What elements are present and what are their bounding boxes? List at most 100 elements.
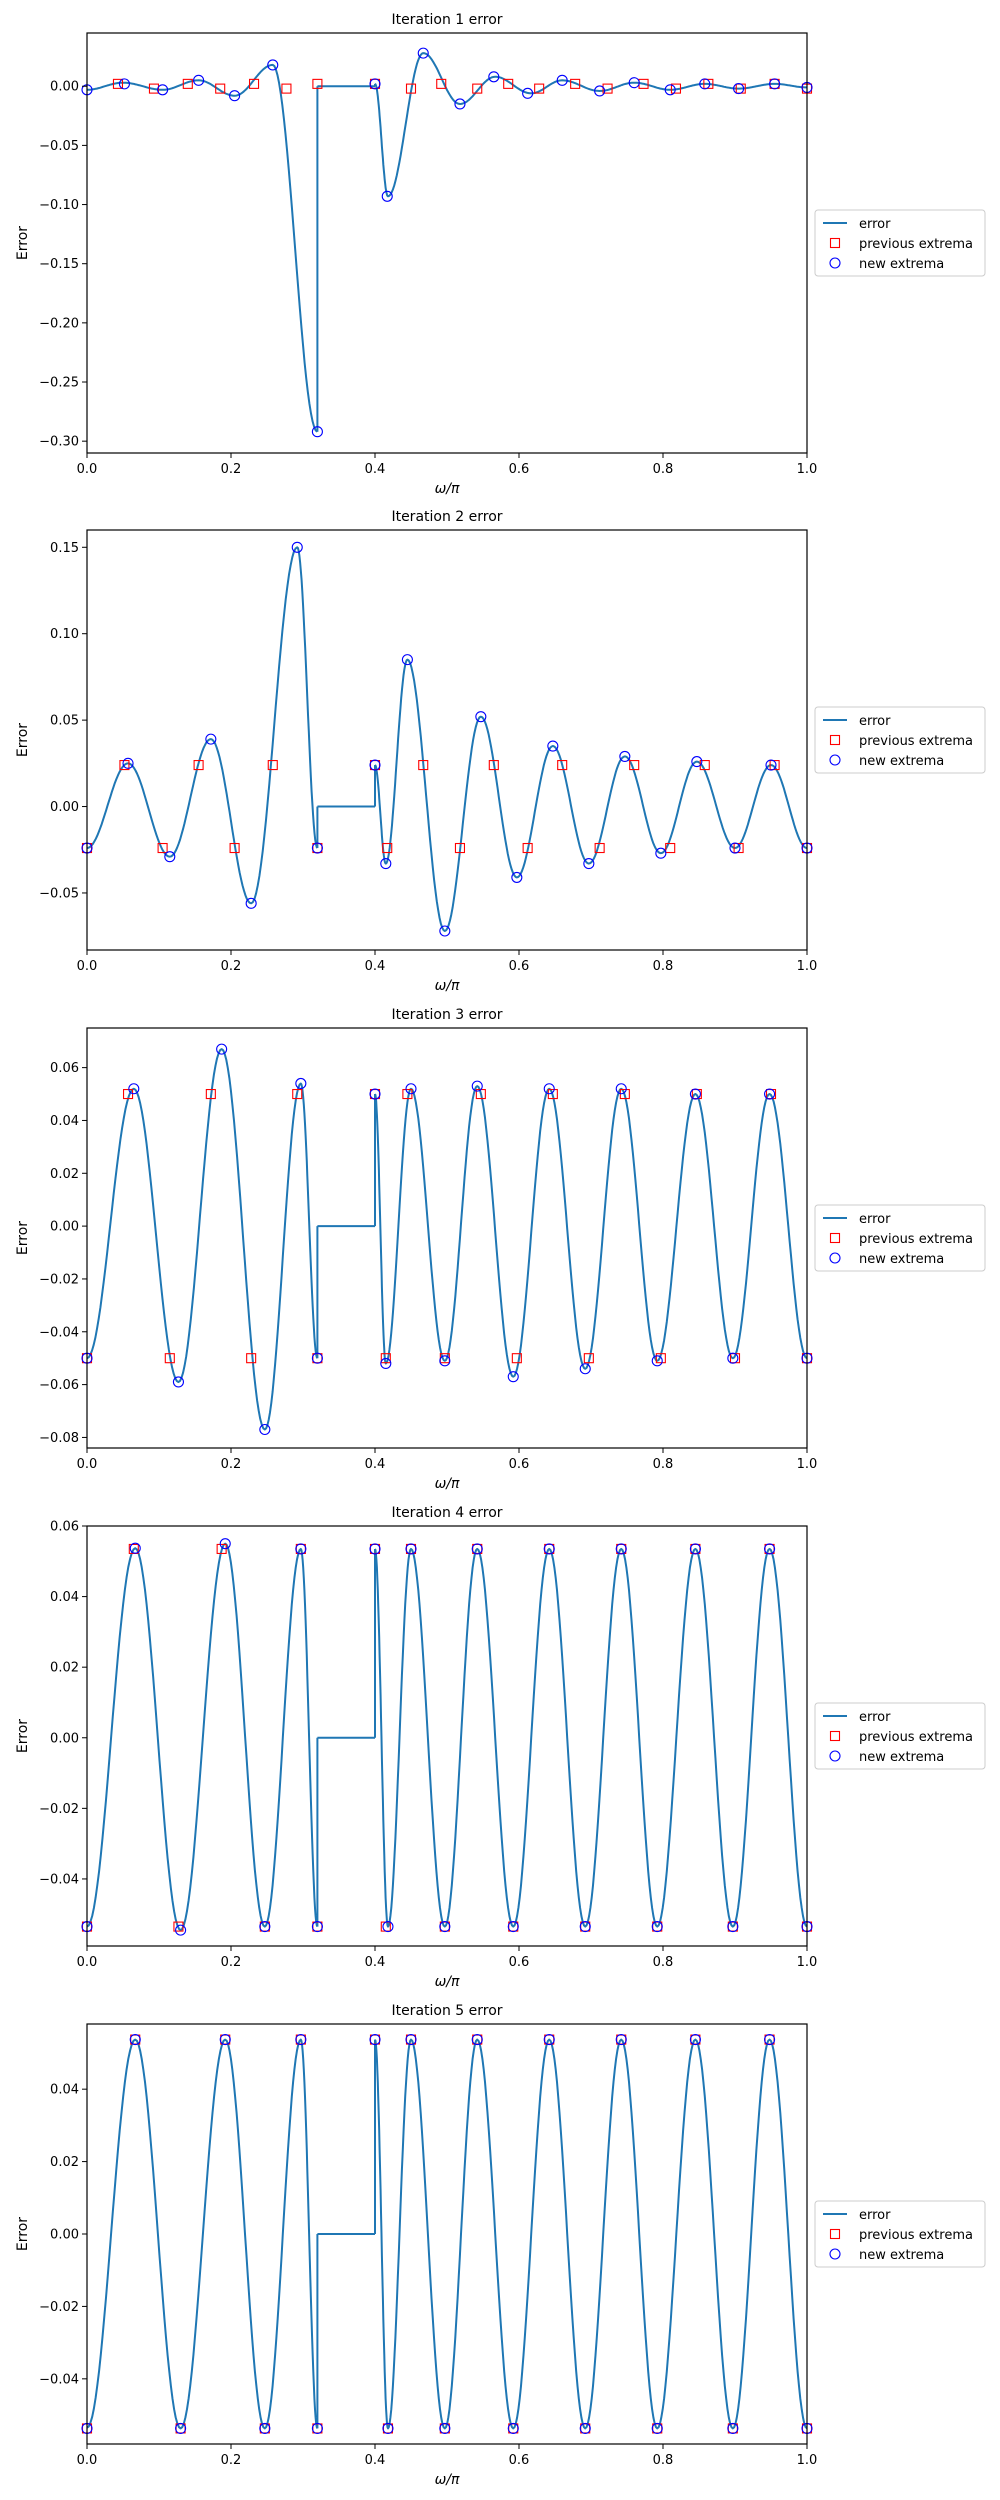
y-tick-label: −0.04 <box>39 1325 79 1340</box>
x-tick-label: 1.0 <box>797 462 818 477</box>
new-extrema-point <box>128 1083 140 1095</box>
new-extrema-point <box>764 1088 776 1100</box>
legend-new-swatch <box>829 257 841 269</box>
previous-extrema-point <box>380 1353 391 1364</box>
plot-frame <box>86 529 808 951</box>
new-extrema-point <box>547 740 559 752</box>
previous-extrema-point <box>292 1088 303 1100</box>
legend-box <box>814 2200 986 2268</box>
new-extrema-point <box>380 858 392 870</box>
new-extrema-point <box>764 2034 776 2046</box>
x-tick-label: 0.4 <box>365 1457 386 1472</box>
new-extrema-point <box>583 858 595 870</box>
new-extrema-point <box>689 2034 701 2046</box>
new-extrema-point <box>764 1543 776 1555</box>
y-tick-label: 0.06 <box>50 1520 79 1535</box>
new-extrema-point <box>454 98 466 110</box>
previous-extrema-point <box>472 83 483 94</box>
new-extrema-point <box>615 1083 627 1095</box>
legend-previous-label: previous extrema <box>859 734 973 749</box>
y-tick-label: −0.08 <box>39 1431 79 1446</box>
new-extrema-point <box>164 851 176 863</box>
x-tick-label: 0.8 <box>653 1955 674 1970</box>
error-line-segment <box>86 1542 319 1932</box>
new-extrema-point <box>556 74 568 86</box>
y-tick-label: 0.04 <box>50 1590 79 1605</box>
error-series <box>86 546 808 932</box>
new-extrema-point <box>193 74 205 86</box>
previous-extrema-point <box>522 842 533 854</box>
previous-extrema-point <box>703 78 714 89</box>
y-tick-label: 0.00 <box>50 2228 79 2243</box>
y-axis-label: Error <box>15 723 31 757</box>
new-extrema-point <box>475 711 487 723</box>
new-extrema-point <box>543 2034 555 2046</box>
previous-extrema-point <box>488 760 499 771</box>
y-tick-label: −0.06 <box>39 1378 79 1393</box>
new-extrema-point <box>267 59 279 71</box>
x-tick-label: 1.0 <box>797 1457 818 1472</box>
legend-new-label: new extrema <box>859 1252 944 1267</box>
new-extrema-point <box>157 84 169 96</box>
previous-extrema-point <box>182 78 193 89</box>
new-extrema-point <box>216 1043 228 1055</box>
error-line-segment <box>374 658 808 932</box>
previous-extrema-point <box>164 1353 175 1364</box>
legend-box <box>814 706 986 774</box>
new-extrema-point <box>579 2422 591 2434</box>
new-extrema-point <box>129 2034 141 2046</box>
previous-extrema-point <box>267 760 278 771</box>
new-extrema-point <box>651 2422 663 2434</box>
chart-panel-4: Iteration 4 error 0.0 0.2 0.4 0.6 0.8 1.0 −0.04… <box>15 1505 986 1990</box>
previous-extrema-point <box>112 78 124 89</box>
new-extrema-point <box>311 1921 323 1933</box>
y-tick-label: 0.05 <box>50 714 79 729</box>
chart-title: Iteration 5 error <box>391 2003 502 2019</box>
previous-extrema-point <box>312 78 323 89</box>
previous-extrema-point <box>534 83 545 94</box>
x-tick-label: 0.6 <box>509 959 530 974</box>
new-extrema-point <box>729 842 741 854</box>
new-extrema-point <box>229 90 241 102</box>
legend-previous-label: previous extrema <box>859 237 973 252</box>
error-line-segment <box>86 2038 319 2430</box>
x-tick-label: 0.2 <box>221 2453 242 2468</box>
previous-extrema-point <box>157 842 168 854</box>
new-extrema-point <box>405 2034 417 2046</box>
previous-extrema-point <box>193 760 204 771</box>
y-tick-label: 0.02 <box>50 1167 79 1182</box>
x-tick-label: 0.6 <box>509 462 530 477</box>
chart-panel-2: Iteration 2 error 0.0 0.2 0.4 0.6 0.8 1.0 −0.05… <box>15 509 986 994</box>
previous-extrema-point <box>570 78 581 89</box>
new-extrema-point <box>405 1543 417 1555</box>
new-extrema-point <box>245 897 257 909</box>
chart-panel-1: Iteration 1 error 0.0 0.2 0.4 0.6 0.8 1.0 −0.30… <box>15 12 986 497</box>
new-extrema-point <box>651 1355 663 1367</box>
legend-previous-label: previous extrema <box>859 1232 973 1247</box>
new-extrema-series <box>81 541 813 937</box>
error-line-segment <box>374 52 807 198</box>
previous-extrema-point <box>629 760 640 771</box>
legend-previous-swatch <box>829 1730 841 1742</box>
new-extrema-point <box>382 1921 394 1933</box>
legend-previous-swatch <box>829 1232 841 1244</box>
legend-new-label: new extrema <box>859 2248 944 2263</box>
x-tick-label: 0.4 <box>365 2453 386 2468</box>
new-extrema-point <box>471 2034 483 2046</box>
previous-extrema-point <box>665 842 676 854</box>
legend-error-label: error <box>859 1212 891 1227</box>
new-extrema-point <box>219 1538 231 1550</box>
new-extrema-point <box>259 1423 271 1436</box>
legend: error previous extrema new extrema <box>814 1702 986 1770</box>
x-tick-label: 0.8 <box>653 462 674 477</box>
x-tick-label: 0.2 <box>221 462 242 477</box>
x-axis-label: ω/π <box>435 1974 460 1990</box>
legend-new-label: new extrema <box>859 257 944 272</box>
new-extrema-point <box>471 1543 483 1555</box>
new-extrema-point <box>311 1352 323 1364</box>
new-extrema-point <box>615 2034 627 2046</box>
new-extrema-point <box>205 733 217 745</box>
y-tick-label: −0.04 <box>39 1872 79 1887</box>
chart-title: Iteration 4 error <box>391 1505 502 1521</box>
new-extrema-point <box>129 1542 141 1554</box>
